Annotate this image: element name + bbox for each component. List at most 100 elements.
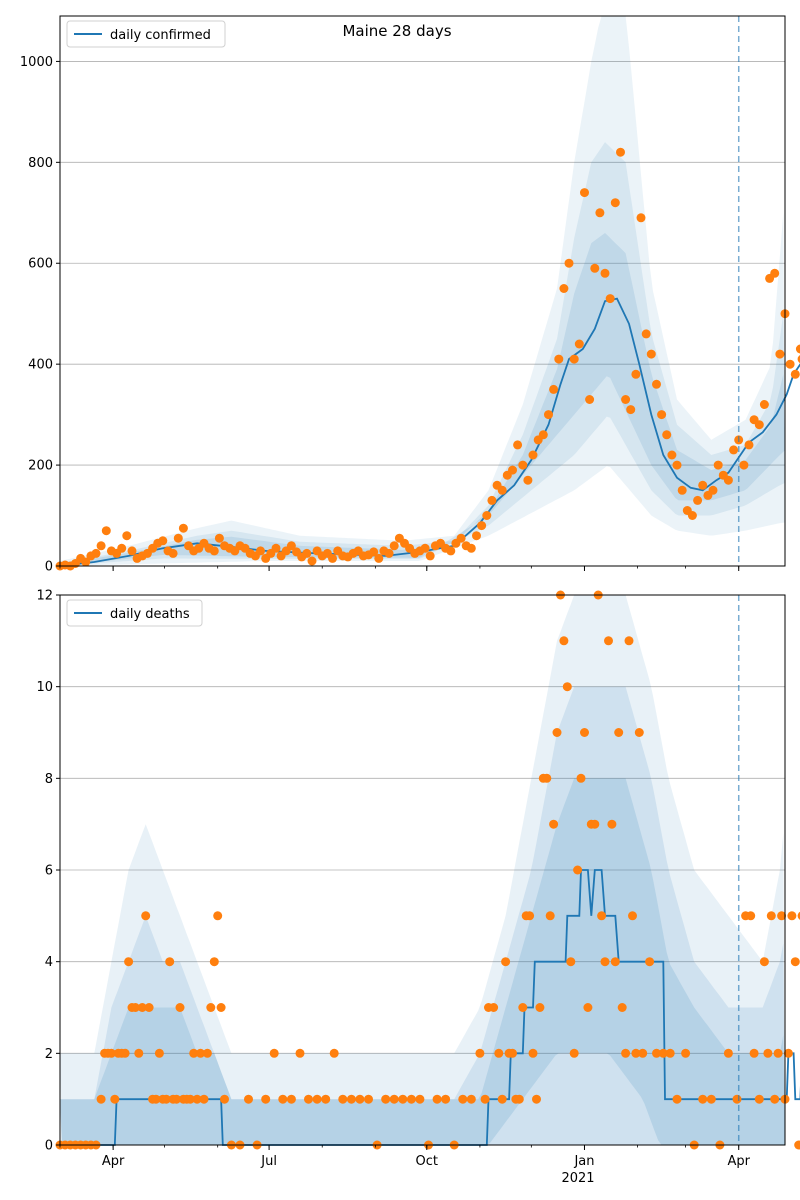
data-point — [398, 1094, 408, 1104]
data-point — [172, 1094, 181, 1104]
x-tick-label: Apr — [727, 1154, 750, 1169]
uncertainty-band — [60, 595, 785, 1145]
data-point — [518, 460, 528, 470]
data-point — [355, 1094, 365, 1104]
xticks-deaths: Apr Jul Oct Jan Apr — [59, 1145, 751, 1169]
data-point — [657, 410, 667, 420]
data-point — [773, 1048, 783, 1058]
data-point — [286, 1094, 296, 1104]
data-point — [513, 440, 523, 450]
data-point — [213, 911, 223, 921]
data-point — [304, 1094, 313, 1104]
data-point — [244, 1094, 253, 1104]
data-point — [528, 450, 538, 460]
data-point — [101, 526, 111, 536]
data-point — [220, 1094, 229, 1104]
panel-confirmed: 0 200 400 600 800 1000 Maine 28 days daily co… — [20, 15, 800, 575]
data-point — [154, 1048, 164, 1058]
data-point — [189, 1048, 199, 1058]
data-point — [759, 957, 769, 967]
data-point — [790, 369, 800, 379]
data-point — [580, 188, 589, 198]
data-point — [364, 1094, 373, 1104]
data-point — [785, 359, 795, 369]
data-point — [732, 1094, 742, 1104]
data-point — [196, 1048, 205, 1058]
data-point — [475, 1048, 485, 1058]
data-point — [795, 344, 800, 354]
data-point — [634, 728, 644, 737]
uncertainty-band — [60, 778, 785, 1145]
data-point — [271, 543, 281, 553]
data-point — [708, 485, 718, 495]
data-point — [458, 1094, 468, 1104]
data-point — [420, 543, 430, 553]
data-point — [497, 1094, 507, 1104]
data-point — [566, 957, 576, 967]
data-point — [552, 728, 562, 737]
data-point — [621, 395, 631, 404]
chart-title: Maine 28 days — [342, 22, 451, 40]
y-tick-label: 8 — [45, 772, 53, 787]
data-point — [158, 536, 168, 546]
uncertainty-band — [60, 142, 785, 566]
data-point — [302, 548, 312, 558]
data-point — [106, 1048, 116, 1058]
data-point — [617, 1003, 627, 1012]
data-point — [538, 430, 548, 440]
data-point — [569, 1048, 579, 1058]
data-point — [528, 1048, 538, 1058]
data-point — [518, 1003, 528, 1012]
data-point — [641, 329, 651, 339]
data-point — [137, 1003, 147, 1012]
data-point — [590, 263, 600, 273]
data-point — [794, 1140, 800, 1150]
data-point — [96, 541, 106, 551]
data-point — [614, 728, 624, 737]
data-point — [797, 911, 800, 920]
data-point — [759, 400, 769, 409]
x-tick-label: Jul — [260, 1154, 277, 1169]
data-point — [787, 911, 797, 921]
data-point — [487, 495, 497, 505]
data-point — [161, 1094, 171, 1104]
data-point — [374, 553, 384, 563]
x-tick-label: Oct — [416, 1154, 438, 1169]
data-point — [585, 395, 595, 404]
data-point — [175, 1003, 185, 1012]
data-point — [269, 1048, 279, 1058]
data-point — [381, 1094, 391, 1104]
data-point — [120, 1048, 130, 1058]
bands-deaths — [60, 595, 785, 1145]
data-point — [665, 1048, 675, 1058]
data-point — [532, 1094, 541, 1104]
uncertainty-band — [60, 686, 785, 1145]
legend-label: daily deaths — [110, 607, 190, 622]
data-point — [693, 495, 703, 505]
data-point — [312, 1094, 322, 1104]
data-point — [406, 1094, 416, 1104]
data-point — [307, 556, 317, 566]
data-point — [508, 465, 517, 475]
data-point — [480, 1094, 490, 1104]
data-point — [278, 1094, 288, 1104]
axes-frame-confirmed — [59, 15, 786, 567]
data-point — [645, 957, 655, 967]
data-point — [754, 420, 764, 430]
x-year-label: 2021 — [561, 1171, 594, 1186]
data-point — [151, 1094, 161, 1104]
legend-box — [66, 599, 203, 627]
data-point — [749, 1048, 759, 1058]
data-point — [256, 546, 265, 556]
data-point — [321, 1094, 331, 1104]
data-point — [122, 531, 132, 541]
data-point — [544, 410, 553, 420]
data-point — [783, 1048, 793, 1058]
data-point — [328, 553, 337, 563]
legend-deaths: daily deaths — [66, 599, 203, 627]
y-tick-label: 800 — [28, 156, 53, 171]
data-point — [672, 460, 682, 470]
data-point — [624, 636, 634, 646]
data-point — [672, 1094, 682, 1104]
data-point — [754, 1094, 764, 1104]
